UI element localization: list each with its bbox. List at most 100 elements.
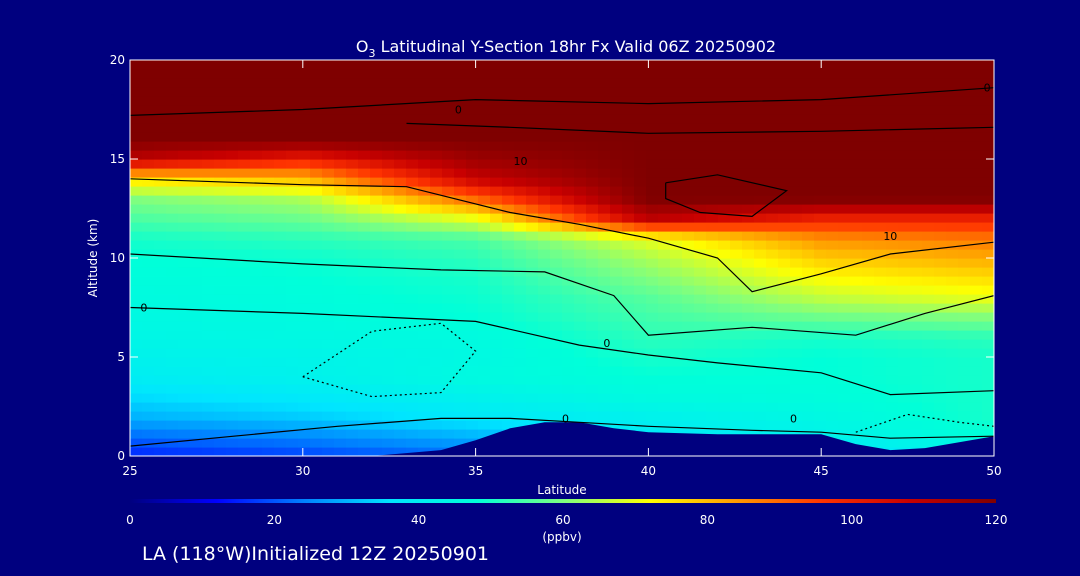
heat-cell — [826, 186, 839, 196]
heat-cell — [922, 249, 935, 259]
heat-cell — [334, 87, 347, 97]
heat-cell — [454, 123, 467, 133]
heat-cell — [238, 60, 251, 70]
heat-cell — [238, 240, 251, 250]
heat-cell — [766, 303, 779, 313]
heat-cell — [394, 150, 407, 160]
heat-cell — [478, 348, 491, 358]
heat-cell — [670, 294, 683, 304]
heat-cell — [478, 285, 491, 295]
heat-cell — [490, 402, 503, 412]
heat-cell — [946, 96, 959, 106]
heat-cell — [358, 231, 371, 241]
heat-cell — [526, 78, 539, 88]
heat-cell — [442, 276, 455, 286]
heat-cell — [358, 96, 371, 106]
heat-cell — [418, 303, 431, 313]
heat-cell — [394, 267, 407, 277]
heat-cell — [442, 150, 455, 160]
heat-cell — [958, 105, 971, 115]
contour-line — [130, 178, 994, 293]
heat-cell — [214, 213, 227, 223]
heat-cell — [490, 258, 503, 268]
heat-cell — [574, 132, 587, 142]
heat-cell — [766, 159, 779, 169]
heat-cell — [442, 393, 455, 403]
heat-cell — [310, 69, 323, 79]
heat-cell — [238, 294, 251, 304]
heat-cell — [262, 258, 275, 268]
heat-cell — [406, 312, 419, 322]
heat-cell — [250, 321, 263, 331]
heat-cell — [934, 312, 947, 322]
contour-line — [130, 253, 994, 336]
heat-cell — [682, 375, 695, 385]
heat-cell — [406, 447, 419, 456]
heat-cell — [478, 213, 491, 223]
heat-cell — [526, 114, 539, 124]
heat-cell — [130, 375, 143, 385]
heat-cell — [226, 159, 239, 169]
heat-cell — [838, 366, 851, 376]
heat-cell — [430, 168, 443, 178]
heat-cell — [382, 249, 395, 259]
heat-cell — [238, 177, 251, 187]
heat-cell — [346, 105, 359, 115]
heat-cell — [238, 123, 251, 133]
heat-cell — [166, 114, 179, 124]
heat-cell — [526, 375, 539, 385]
heat-cell — [274, 375, 287, 385]
heat-cell — [586, 69, 599, 79]
heat-cell — [742, 294, 755, 304]
heat-cell — [190, 267, 203, 277]
heat-cell — [466, 375, 479, 385]
heat-cell — [622, 60, 635, 70]
heat-cell — [286, 303, 299, 313]
heat-cell — [442, 204, 455, 214]
heat-cell — [454, 303, 467, 313]
heat-cell — [814, 240, 827, 250]
heat-cell — [202, 213, 215, 223]
heat-cell — [970, 168, 983, 178]
heat-cell — [754, 420, 767, 430]
heat-cell — [166, 177, 179, 187]
heat-cell — [370, 285, 383, 295]
heat-cell — [178, 114, 191, 124]
heat-cell — [694, 168, 707, 178]
y-tick-label: 10 — [110, 251, 125, 265]
heat-cell — [790, 375, 803, 385]
heat-cell — [898, 357, 911, 367]
heat-cell — [166, 267, 179, 277]
heat-cell — [574, 303, 587, 313]
heat-cell — [298, 69, 311, 79]
heat-cell — [466, 78, 479, 88]
heat-cell — [430, 303, 443, 313]
heat-cell — [730, 321, 743, 331]
heat-cell — [250, 231, 263, 241]
heat-cell — [622, 204, 635, 214]
heat-cell — [982, 177, 994, 187]
heat-cell — [574, 114, 587, 124]
heat-cell — [562, 240, 575, 250]
heat-cell — [214, 429, 227, 439]
heat-cell — [454, 114, 467, 124]
heat-cell — [574, 411, 587, 421]
heat-cell — [514, 276, 527, 286]
heat-cell — [166, 168, 179, 178]
heat-cell — [646, 384, 659, 394]
heat-cell — [238, 330, 251, 340]
heat-cell — [574, 60, 587, 70]
heat-cell — [610, 222, 623, 232]
heat-cell — [874, 69, 887, 79]
heat-cell — [850, 402, 863, 412]
heat-cell — [706, 204, 719, 214]
heat-cell — [454, 384, 467, 394]
heat-cell — [154, 213, 167, 223]
heat-cell — [826, 267, 839, 277]
heat-cell — [322, 366, 335, 376]
heat-cell — [886, 123, 899, 133]
heat-cell — [418, 114, 431, 124]
heat-cell — [202, 276, 215, 286]
heat-cell — [178, 231, 191, 241]
heat-cell — [334, 105, 347, 115]
